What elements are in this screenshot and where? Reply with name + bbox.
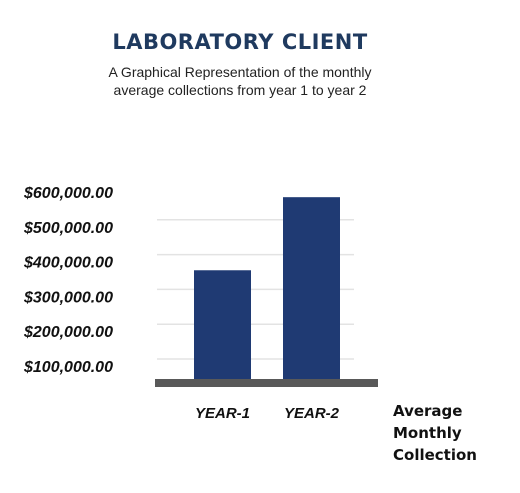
series-label-line-2: Monthly (393, 424, 462, 442)
x-axis-baseline (155, 379, 378, 387)
bar-year-1 (194, 270, 251, 379)
chart-subtitle-line-2: average collections from year 1 to year … (113, 82, 367, 98)
y-tick-label: $300,000.00 (23, 289, 113, 306)
y-tick-label: $200,000.00 (23, 324, 113, 341)
bar-year-2 (283, 197, 340, 379)
series-label: Average Monthly Collection (393, 400, 493, 466)
chart-title: LABORATORY CLIENT (112, 30, 368, 54)
series-label-line-1: Average (393, 402, 463, 420)
chart-subtitle: A Graphical Representation of the monthl… (70, 63, 410, 99)
x-axis-baseline-bar (155, 379, 378, 387)
y-axis-tick-labels: $100,000.00 $200,000.00 $300,000.00 $400,00… (23, 185, 113, 376)
y-tick-label: $600,000.00 (23, 185, 113, 202)
y-tick-label: $400,000.00 (23, 255, 113, 272)
x-tick-label: YEAR-1 (195, 405, 250, 422)
x-axis-tick-labels: YEAR-1 YEAR-2 (195, 405, 340, 422)
y-tick-label: $500,000.00 (23, 220, 113, 237)
x-tick-label: YEAR-2 (284, 405, 340, 422)
y-tick-label: $100,000.00 (23, 359, 113, 376)
chart-subtitle-line-1: A Graphical Representation of the monthl… (108, 64, 372, 80)
bars (194, 197, 340, 379)
series-label-line-3: Collection (393, 446, 477, 464)
